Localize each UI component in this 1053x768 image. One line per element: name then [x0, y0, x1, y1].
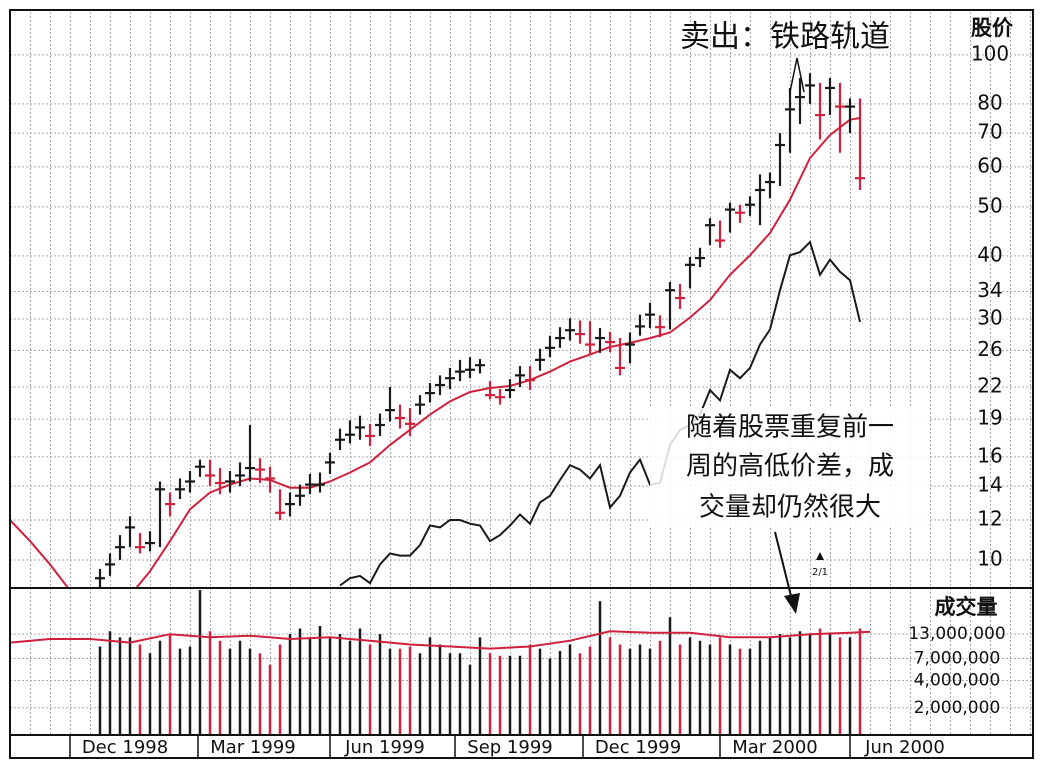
split-marker	[816, 552, 824, 560]
y-tick-label: 70	[977, 120, 1002, 144]
y-tick-label: 16	[977, 443, 1002, 467]
plot-content: 10 12 14 16 19 22 26 30 34 40 50 60 70 80 100 2,000,000…	[10, 41, 1033, 758]
annotation-arrow	[774, 531, 793, 601]
title-pointer	[789, 57, 805, 93]
x-tick-label: Dec 1999	[595, 737, 681, 758]
x-tick-label: Jun 1999	[344, 737, 425, 758]
x-tick-label: Mar 1999	[210, 737, 296, 758]
line	[10, 630, 871, 650]
y-tick-label: 14	[977, 473, 1002, 497]
y-tick-label: 40	[977, 242, 1002, 266]
annotation: 随着股票重复前一	[686, 413, 894, 443]
annotation: 交量却仍然很大	[699, 493, 881, 523]
annotation: 周的高低价差，成	[686, 452, 894, 482]
split-label: 2/1	[812, 567, 828, 578]
y-tick-label: 10	[977, 546, 1002, 570]
y-tick-label: 50	[977, 193, 1002, 217]
volume-panel	[10, 588, 1033, 735]
y-tick-label: 13,000,000	[908, 624, 1005, 644]
volume-axis-label: 成交量	[935, 595, 998, 619]
y-tick-label: 60	[977, 153, 1002, 177]
line	[10, 117, 861, 588]
y-tick-label: 30	[977, 305, 1002, 329]
y-tick-label: 4,000,000	[914, 671, 1001, 691]
y-tick-label: 7,000,000	[914, 649, 1001, 669]
x-tick-label: Dec 1998	[82, 737, 168, 758]
annotation-backdrop	[650, 408, 930, 526]
frame	[9, 9, 1034, 759]
x-tick-label: Mar 2000	[732, 737, 818, 758]
y-tick-label: 12	[977, 506, 1002, 530]
y-tick-label: 2,000,000	[914, 698, 1001, 718]
annotation-arrowhead	[784, 593, 800, 614]
line	[339, 240, 861, 587]
y-tick-label: 34	[977, 278, 1002, 302]
chart-title: 卖出：铁路轨道	[680, 20, 890, 55]
y-tick-label: 19	[977, 406, 1002, 430]
x-tick-label: Jun 2000	[864, 737, 945, 758]
y-tick-label: 22	[977, 374, 1002, 398]
y-tick-label: 80	[977, 90, 1002, 114]
y-tick-label: 26	[977, 337, 1002, 361]
x-tick-label: Sep 1999	[467, 737, 552, 758]
y-tick-label: 100	[971, 41, 1009, 65]
price-axis-label: 股价	[971, 16, 1014, 40]
